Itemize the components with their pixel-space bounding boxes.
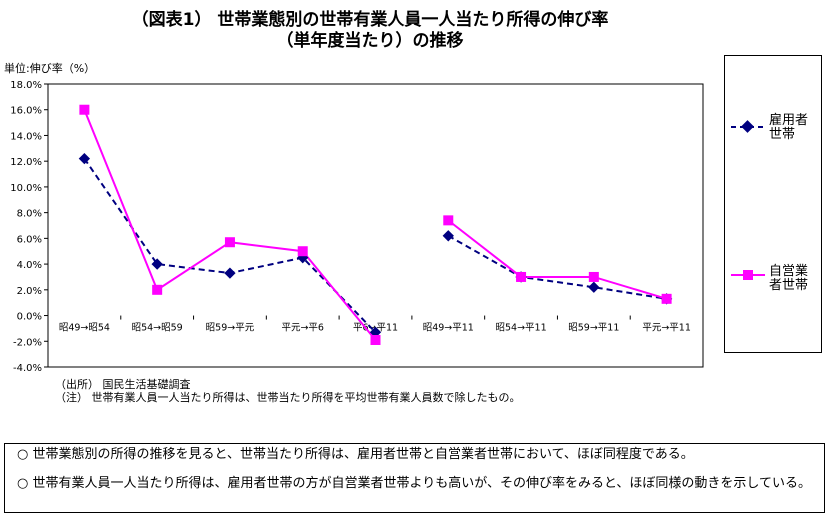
- legend-item-employee: 雇用者 世帯: [725, 114, 823, 154]
- marker-selfemployed: [152, 284, 163, 295]
- marker-selfemployed: [370, 334, 381, 345]
- chart-title: （図表1） 世帯業態別の世帯有業人員一人当たり所得の伸び率: [131, 10, 609, 30]
- series-line-employee: [447, 234, 667, 300]
- marker-selfemployed: [79, 104, 90, 115]
- y-tick-label: -2.0%: [13, 337, 42, 348]
- y-axis-label: 単位:伸び率（%）: [4, 62, 96, 75]
- y-tick-label: 0.0%: [17, 312, 42, 323]
- legend: 雇用者 世帯 自営業 者世帯: [724, 55, 822, 353]
- y-tick-label: 16.0%: [10, 106, 42, 117]
- y-tick-label: -4.0%: [13, 363, 42, 374]
- source-note: （出所） 国民生活基礎調査: [55, 378, 191, 391]
- marker-selfemployed: [443, 215, 454, 226]
- summary-point-2: ○ 世帯有業人員一人当たり所得は、雇用者世帯の方が自営業者世帯よりも高いが、その…: [17, 476, 812, 491]
- x-tick-label: 平元→平6: [281, 323, 324, 334]
- summary-point-1: ○ 世帯業態別の所得の推移を見ると、世帯当たり所得は、雇用者世帯と自営業者世帯に…: [17, 447, 694, 462]
- marker-selfemployed: [516, 271, 527, 282]
- series-line-selfemployed: [447, 219, 667, 300]
- y-tick-label: 2.0%: [17, 286, 42, 297]
- marker-employee: [442, 230, 454, 242]
- chart-subtitle: （単年度当たり）の推移: [276, 31, 464, 51]
- legend-label-selfemployed: 自営業 者世帯: [769, 264, 809, 293]
- legend-item-selfemployed: 自営業 者世帯: [725, 265, 823, 305]
- x-tick-label: 昭49→平11: [423, 323, 474, 334]
- y-tick-labels: 18.0% 16.0% 14.0% 12.0% 10.0% 8.0% 6.0% 4.0% 2.0…: [10, 80, 42, 374]
- legend-marker-employee: [731, 120, 765, 133]
- y-tick-label: 8.0%: [17, 209, 42, 220]
- marker-employee: [588, 281, 600, 293]
- marker-selfemployed: [297, 246, 308, 257]
- legend-marker-selfemployed: [731, 270, 765, 280]
- marker-employee: [151, 258, 163, 270]
- legend-label-employee: 雇用者 世帯: [769, 113, 809, 142]
- summary-box: ○ 世帯業態別の所得の推移を見ると、世帯当たり所得は、雇用者世帯と自営業者世帯に…: [4, 443, 825, 513]
- x-tick-label: 平元→平11: [642, 323, 691, 334]
- marker-selfemployed: [661, 293, 672, 304]
- y-tick-label: 6.0%: [17, 234, 42, 245]
- x-tick-label: 昭59→平11: [568, 323, 619, 334]
- y-tick-label: 12.0%: [10, 157, 42, 168]
- x-tick-label: 昭59→平元: [206, 323, 255, 334]
- x-tick-label: 昭54→平11: [495, 323, 546, 334]
- line-chart: 18.0% 16.0% 14.0% 12.0% 10.0% 8.0% 6.0% 4.0% 2.0…: [10, 80, 704, 374]
- marker-selfemployed: [588, 271, 599, 282]
- axes: [44, 83, 704, 368]
- y-tick-label: 18.0%: [10, 80, 42, 91]
- plot-area: [47, 83, 704, 368]
- marker-selfemployed: [224, 237, 235, 248]
- x-tick-label: 昭49→昭54: [59, 323, 110, 334]
- y-tick-label: 14.0%: [10, 131, 42, 142]
- x-tick-label: 昭54→昭59: [132, 323, 183, 334]
- footnote: （注） 世帯有業人員一人当たり所得は、世帯当たり所得を平均世帯有業人員数で除した…: [55, 391, 521, 404]
- series-markers: [78, 104, 673, 345]
- y-tick-label: 4.0%: [17, 260, 42, 271]
- marker-employee: [224, 267, 236, 279]
- y-tick-label: 10.0%: [10, 183, 42, 194]
